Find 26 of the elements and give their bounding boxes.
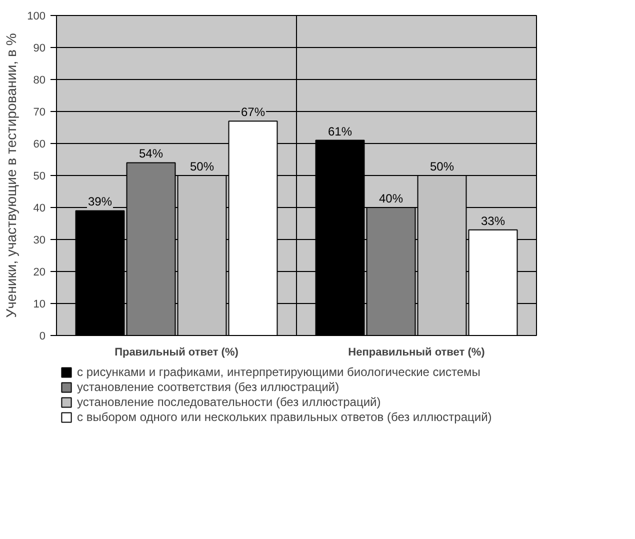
y-tick-label: 10 — [33, 298, 46, 310]
data-label: 50% — [190, 160, 214, 174]
y-tick-label: 100 — [27, 10, 46, 22]
y-tick-label: 40 — [33, 202, 46, 214]
y-tick-label: 80 — [33, 74, 46, 86]
data-label: 39% — [88, 194, 112, 209]
y-tick-label: 30 — [33, 234, 46, 246]
x-tick-label: Правильный ответ (%) — [114, 346, 239, 358]
y-tick-label: 60 — [33, 138, 46, 150]
y-tick-label: 70 — [33, 106, 46, 118]
data-label: 61% — [328, 124, 352, 138]
y-tick-label: 0 — [39, 330, 46, 342]
data-label: 33% — [480, 214, 506, 228]
y-tick-label: 20 — [33, 266, 46, 278]
data-label: 67% — [240, 105, 266, 120]
x-tick-label: Неправильный ответ (%) — [348, 346, 486, 358]
legend-label: с выбором одного или нескольких правильных ответов (без иллюстраций) — [77, 410, 492, 424]
data-label: 54% — [138, 146, 164, 161]
y-tick-label: 90 — [33, 42, 46, 54]
y-axis-title: Ученики, участвующие в тестировании, в % — [3, 33, 20, 318]
y-tick-label: 50 — [33, 170, 46, 182]
data-label: 50% — [430, 160, 454, 174]
legend-label: установление соответствия (без иллюстраций) — [77, 380, 340, 394]
data-label: 40% — [378, 192, 404, 206]
legend-label: установление последовательности (без иллюстраций) — [77, 395, 381, 409]
legend-label: с рисунками и графиками, интерпретирующими биологические системы — [77, 365, 480, 379]
